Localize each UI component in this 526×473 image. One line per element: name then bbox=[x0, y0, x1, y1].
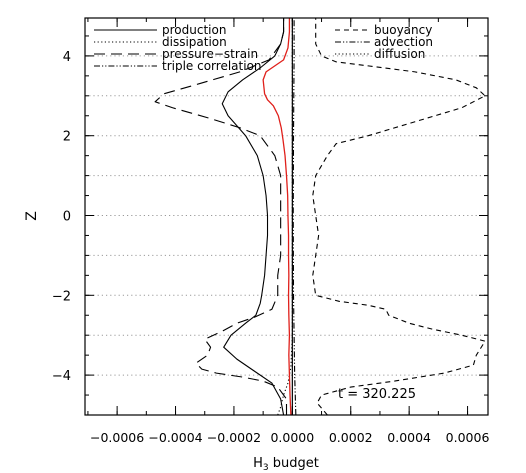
legend-left: productiondissipationpressure−straintrip… bbox=[94, 23, 262, 73]
y-tick-label: −2 bbox=[52, 289, 71, 304]
x-tick-label: 0.0002 bbox=[329, 430, 373, 445]
x-tick-label: −0.0006 bbox=[90, 430, 144, 445]
y-axis-label: Z bbox=[24, 211, 40, 221]
x-tick-label: −0.0004 bbox=[148, 430, 202, 445]
x-tick-label: 0.0004 bbox=[387, 430, 431, 445]
series-layer bbox=[154, 18, 486, 416]
x-tick-label: 0.0000 bbox=[270, 430, 314, 445]
x-axis-label-rest: budget bbox=[269, 456, 319, 471]
plot-frame bbox=[84, 17, 489, 416]
legend-label: advection bbox=[374, 35, 433, 49]
annotation-time: t = 320.225 bbox=[338, 387, 416, 402]
x-tick-label: 0.0006 bbox=[446, 430, 490, 445]
y-tick-label: 4 bbox=[63, 50, 71, 65]
series-pressure-strain bbox=[154, 18, 288, 415]
y-tick-label: 2 bbox=[63, 130, 71, 145]
legend-label: triple correlation bbox=[162, 59, 262, 73]
legend-label: diffusion bbox=[374, 47, 425, 61]
x-axis-label-main: H bbox=[253, 456, 263, 471]
grid-layer bbox=[85, 55, 488, 376]
legend-label: dissipation bbox=[162, 35, 227, 49]
x-axis-label: H3 budget bbox=[253, 456, 319, 473]
x-axis-label-subscript: 3 bbox=[263, 463, 269, 473]
x-tick-label: −0.0002 bbox=[207, 430, 261, 445]
tick-layer: −0.0006 −0.0004 −0.0002 0.0000 0.0002 0.0004 0… bbox=[52, 18, 490, 445]
series-buoyancy bbox=[312, 18, 486, 416]
series-production bbox=[221, 18, 285, 416]
legend-label: production bbox=[162, 23, 226, 37]
series-red bbox=[262, 18, 292, 416]
series-triple-correlation bbox=[292, 18, 297, 416]
y-tick-label: 0 bbox=[63, 210, 71, 225]
series-dissipation bbox=[277, 18, 293, 416]
legend-label: pressure−strain bbox=[162, 47, 258, 61]
y-tick-label: −4 bbox=[52, 369, 71, 384]
legend-label: buoyancy bbox=[374, 23, 432, 37]
